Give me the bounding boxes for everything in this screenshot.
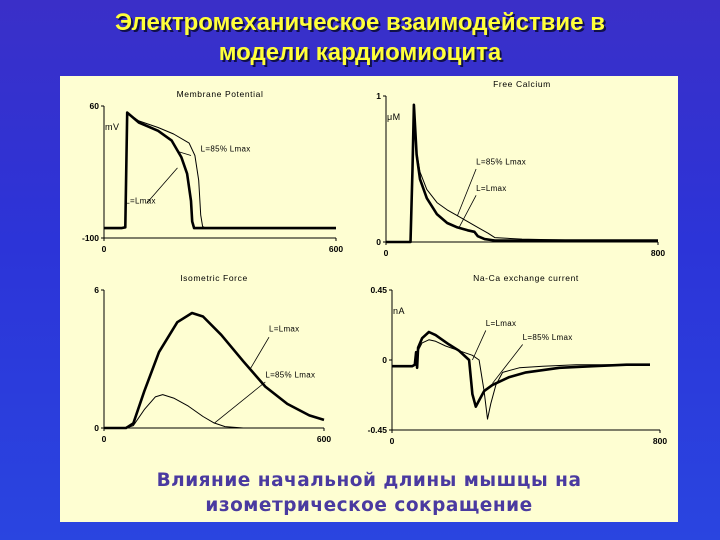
series-line-lmax: [386, 103, 658, 244]
annotation-leader: [457, 168, 477, 216]
y-tick-label: 1: [376, 91, 381, 101]
x-tick-label: 0: [384, 248, 389, 258]
x-tick-label: 600: [317, 434, 331, 444]
series-line-lmax: [392, 330, 650, 408]
x-tick-label: 600: [329, 244, 343, 254]
slide-title: Электромеханическое взаимодействие в мод…: [0, 8, 720, 68]
annotation-label: L=Lmax: [125, 196, 155, 205]
x-tick-label: 800: [653, 436, 667, 446]
y-tick-label: 6: [94, 285, 99, 295]
y-tick-label: -100: [82, 233, 99, 243]
caption: Влияние начальной длины мышцы на изометр…: [60, 468, 678, 518]
series-line-lmax: [104, 111, 336, 230]
axis-unit-label: nA: [393, 306, 405, 316]
y-tick-label: 0: [382, 355, 387, 365]
x-tick-label: 800: [651, 248, 665, 258]
caption-line1: Влияние начальной длины мышцы на: [156, 470, 582, 491]
chart-force: Isometric Force 0 6 0 600 L=Lmax L=85% Lmax: [94, 273, 331, 444]
annotation-leader: [177, 150, 192, 156]
chart-title: Na-Ca exchange current: [473, 273, 579, 283]
annotation-label: L=85% Lmax: [476, 158, 526, 167]
annotation-label: L=85% Lmax: [523, 333, 573, 342]
axis-unit-label: μM: [387, 112, 401, 122]
annotation-leader: [250, 336, 270, 369]
slide-title-line2: модели кардиомиоцита: [218, 39, 502, 66]
annotation-label: L=85% Lmax: [265, 370, 315, 379]
figure-panel: Membrane Potential mV -100 60 0 600 L=85% Lmax…: [60, 76, 678, 522]
x-tick-label: 0: [102, 244, 107, 254]
slide-title-line1: Электромеханическое взаимодействие в: [115, 9, 605, 36]
series-line-lmax: [104, 311, 325, 430]
caption-line2: изометрическое сокращение: [205, 495, 533, 516]
series-line-85pct: [104, 394, 324, 429]
x-tick-label: 0: [390, 436, 395, 446]
annotation-leader: [146, 167, 178, 204]
annotation-leader: [492, 344, 523, 384]
series-line-85pct: [104, 112, 336, 229]
chart-calcium: Free Calcium μM 0 1 0 800 L=85% Lmax L=Lmax: [376, 79, 665, 258]
axis-unit-label: mV: [105, 122, 120, 132]
y-tick-label: 0.45: [370, 285, 387, 295]
chart-title: Free Calcium: [493, 79, 551, 89]
y-tick-label: 0: [94, 423, 99, 433]
annotation-label: L=Lmax: [476, 184, 506, 193]
y-tick-label: -0.45: [368, 425, 388, 435]
chart-title: Membrane Potential: [177, 89, 264, 99]
chart-area: Membrane Potential mV -100 60 0 600 L=85% Lmax…: [60, 76, 678, 460]
chart-title: Isometric Force: [180, 273, 248, 283]
annotation-label: L=85% Lmax: [201, 144, 251, 153]
annotation-label: L=Lmax: [486, 319, 516, 328]
y-tick-label: 60: [90, 101, 100, 111]
annotation-leader: [472, 330, 487, 361]
annotation-leader: [213, 381, 266, 424]
series-line-85pct: [392, 339, 650, 420]
annotation-leader: [458, 195, 477, 228]
x-tick-label: 0: [102, 434, 107, 444]
series-line-85pct: [386, 104, 658, 243]
y-tick-label: 0: [376, 237, 381, 247]
annotation-label: L=Lmax: [269, 324, 299, 333]
